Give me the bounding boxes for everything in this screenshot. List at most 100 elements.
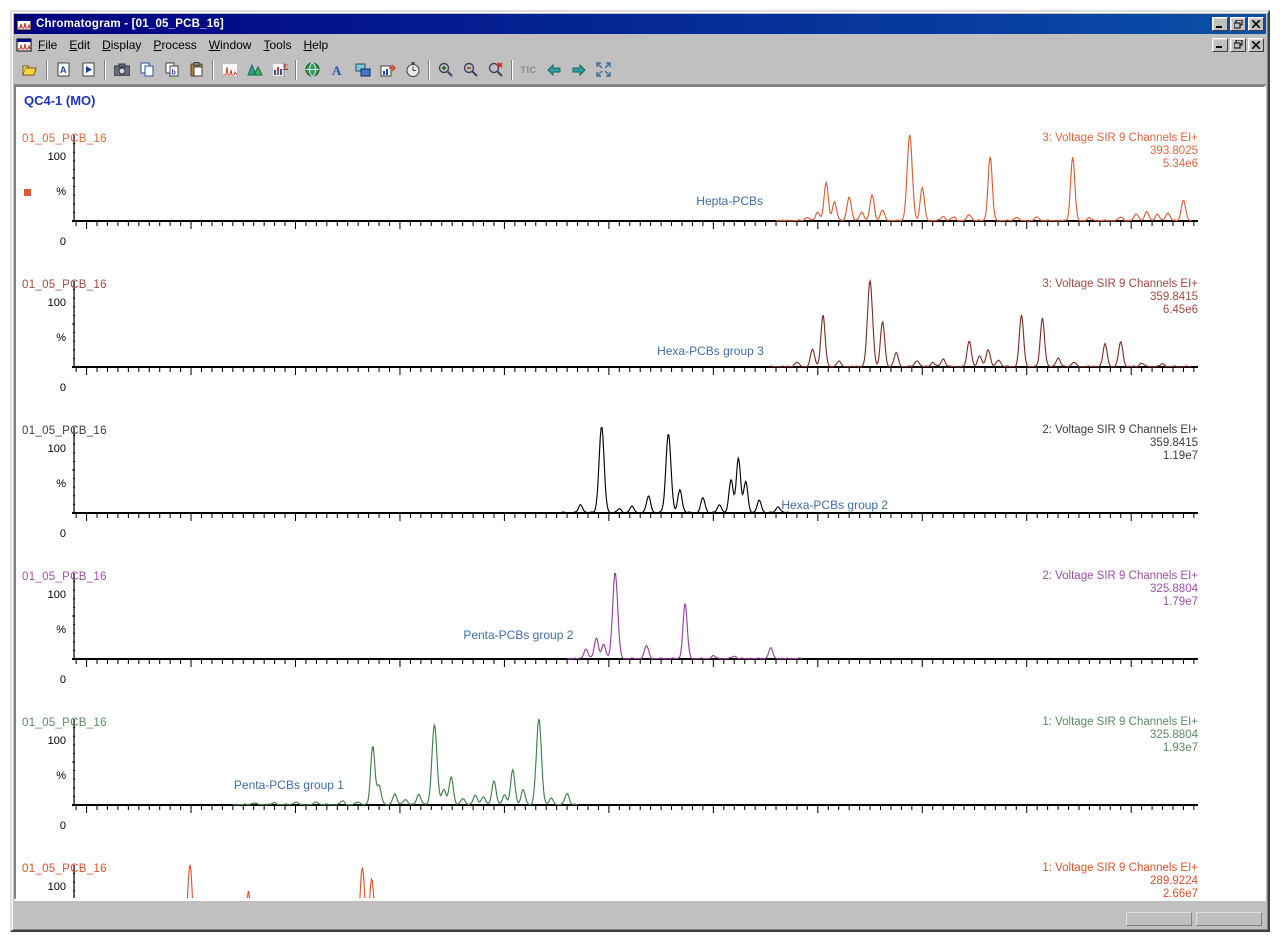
channel-info: 3: Voltage SIR 9 Channels EI+393.80255.3… [1042, 132, 1198, 171]
channel-info: 1: Voltage SIR 9 Channels EI+289.92242.6… [1042, 862, 1198, 900]
y-max-label: 100 [16, 589, 66, 601]
y-min-label: 0 [16, 236, 66, 248]
close-icon [1252, 41, 1260, 49]
restore-button[interactable] [1230, 17, 1246, 31]
copy-special-button[interactable]: b [160, 59, 183, 81]
selected-trace-marker [24, 189, 31, 196]
zoom-out-button[interactable] [459, 59, 482, 81]
menu-item-tools[interactable]: Tools [257, 36, 297, 54]
channel-description: 1: Voltage SIR 9 Channels EI+ [1042, 862, 1198, 875]
zoom-in-icon [438, 62, 453, 77]
close-icon [1252, 20, 1260, 28]
toolbar-separator [104, 60, 106, 80]
panels-container: 01_05_PCB_16 3: Voltage SIR 9 Channels EI… [16, 130, 1264, 900]
chromatogram-plot[interactable] [72, 860, 1198, 900]
integrate-button[interactable]: Σ [268, 59, 291, 81]
minimize-icon [1216, 41, 1224, 48]
status-cell [1196, 912, 1262, 926]
run-label: 01_05_PCB_16 [22, 717, 107, 729]
zoom-in-button[interactable] [434, 59, 457, 81]
y-max-label: 100 [16, 881, 66, 893]
trace-line [233, 719, 577, 805]
channel-description: 2: Voltage SIR 9 Channels EI+ [1042, 570, 1198, 583]
peak-group-annotation: Hexa-PCBs group 3 [657, 344, 764, 358]
spectrum-peaks-icon [247, 63, 263, 76]
autoscale-button[interactable] [592, 59, 615, 81]
child-restore-button[interactable] [1230, 38, 1246, 52]
window-title: Chromatogram - [01_05_PCB_16] [36, 18, 1212, 30]
paste-icon [190, 62, 204, 77]
trace-line [78, 865, 575, 900]
spectrum-button[interactable] [243, 59, 266, 81]
document-window-icon[interactable] [16, 38, 32, 52]
tic-button[interactable]: TIC [517, 59, 540, 81]
copy-pages-icon: b [165, 62, 179, 77]
intensity-scale: 1.93e7 [1042, 742, 1198, 755]
internet-button[interactable] [301, 59, 324, 81]
process-button[interactable] [376, 59, 399, 81]
y-unit-label: % [16, 478, 66, 490]
chromatogram-plot[interactable] [72, 276, 1198, 378]
chromatogram-plot[interactable] [72, 714, 1198, 816]
toolbar-separator [46, 60, 48, 80]
toolbar-separator [428, 60, 430, 80]
chromatogram-panel-1: 01_05_PCB_16 3: Voltage SIR 9 Channels EI… [16, 130, 1264, 254]
chromatogram-panel-3: 01_05_PCB_162: Voltage SIR 9 Channels EI… [16, 422, 1264, 546]
menu-item-file[interactable]: File [32, 36, 63, 54]
app-window: Chromatogram - [01_05_PCB_16] FileEditDi… [10, 10, 1270, 932]
toolbar-separator [295, 60, 297, 80]
chromatogram-trace-icon [222, 63, 238, 77]
chromatogram-plot[interactable] [72, 568, 1198, 670]
peak-group-annotation: Penta-PCBs group 2 [463, 628, 573, 642]
sir-mass: 325.8804 [1042, 583, 1198, 596]
realtime-button[interactable] [401, 59, 424, 81]
y-min-label: 0 [16, 528, 66, 540]
close-button[interactable] [1248, 17, 1264, 31]
layout-button[interactable] [351, 59, 374, 81]
text-a-icon: A [331, 63, 344, 76]
next-button[interactable] [567, 59, 590, 81]
previous-button[interactable] [542, 59, 565, 81]
copy-button[interactable] [135, 59, 158, 81]
tic-label: TIC [521, 65, 537, 75]
snapshot-button[interactable] [110, 59, 133, 81]
app-icon [16, 17, 32, 31]
menu-item-window[interactable]: Window [203, 36, 258, 54]
paste-button[interactable] [185, 59, 208, 81]
menu-item-process[interactable]: Process [147, 36, 202, 54]
arrow-left-icon [547, 64, 561, 76]
print-preview-button[interactable] [77, 59, 100, 81]
print-preview-icon [82, 62, 96, 77]
annotate-button[interactable]: A [326, 59, 349, 81]
open-button[interactable] [19, 59, 42, 81]
chromatogram-panel-2: 01_05_PCB_163: Voltage SIR 9 Channels EI… [16, 276, 1264, 400]
intensity-scale: 1.19e7 [1042, 450, 1198, 463]
minimize-icon [1216, 21, 1224, 28]
child-minimize-button[interactable] [1212, 38, 1228, 52]
chromatogram-plot[interactable] [72, 130, 1198, 232]
sir-mass: 359.8415 [1042, 291, 1198, 304]
bottom-strip [14, 900, 1266, 910]
restore-icon [1234, 20, 1243, 29]
chromatogram-button[interactable] [218, 59, 241, 81]
print-button[interactable]: A [52, 59, 75, 81]
minimize-button[interactable] [1212, 17, 1228, 31]
peak-group-annotation: Hepta-PCBs [696, 194, 763, 208]
menu-item-display[interactable]: Display [96, 36, 147, 54]
status-cell [1126, 912, 1192, 926]
trace-line [567, 574, 802, 660]
window-layout-icon [355, 63, 371, 77]
svg-text:A: A [332, 63, 342, 76]
menu-item-edit[interactable]: Edit [63, 36, 96, 54]
restore-icon [1234, 40, 1243, 49]
expand-arrows-icon [596, 62, 611, 77]
y-unit-label: % [16, 332, 66, 344]
run-label: 01_05_PCB_16 [22, 133, 107, 145]
title-bar: Chromatogram - [01_05_PCB_16] [14, 14, 1266, 34]
intensity-scale: 1.79e7 [1042, 596, 1198, 609]
y-min-label: 0 [16, 382, 66, 394]
zoom-reset-button[interactable] [484, 59, 507, 81]
child-close-button[interactable] [1248, 38, 1264, 52]
menu-item-help[interactable]: Help [297, 36, 334, 54]
chromatogram-plot[interactable] [72, 422, 1198, 524]
